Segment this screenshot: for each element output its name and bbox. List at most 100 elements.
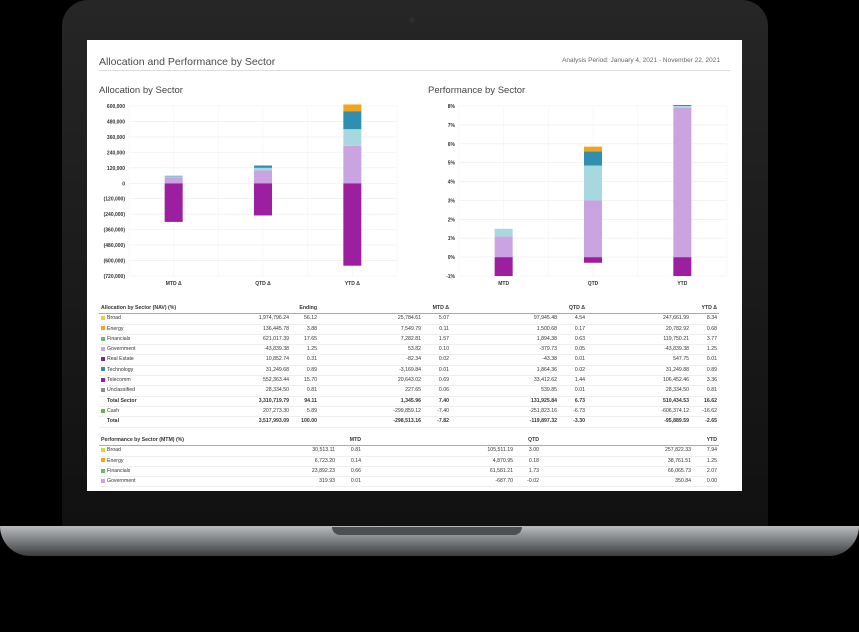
sector-name: Cash [101,407,119,416]
ytd-value: -606,374.12 [661,407,689,414]
qtd-value: 4,870.95 [492,457,513,464]
column-header: QTD [528,437,539,443]
ytd-pct: 0.81 [706,387,717,394]
qtd-pct: 0.05 [574,346,585,353]
mtd-value: -82.34 [406,356,421,363]
bar-technology-ytd [343,111,362,130]
qtd-value: -379.73 [539,346,557,353]
table-row: Telecomm 552,363.44 15.70 20,643.02 0.69 33,4… [99,376,719,387]
sector-color-swatch [101,346,105,351]
mtd-value: 227.65 [405,387,421,394]
qtd-pct: -0.02 [527,478,539,485]
mtd-pct: 0.14 [350,457,361,464]
y-tick-label: -1% [446,274,455,280]
mtd-value: -3,169.84 [399,366,421,373]
table-row: Total 3,517,993.09 100.00 -298,513.16 -7.82 -… [99,417,719,428]
x-tick-label: MTD Δ [166,281,182,287]
mtd-pct: 0.10 [438,346,449,353]
allocation-chart: 600,000 480,000 360,000 240,000 120,000 0 (120… [104,104,398,287]
sector-color-swatch [101,388,105,392]
y-tick-label: 6% [448,142,456,148]
table-row: Real Estate 10,852.74 0.31 -82.34 0.02 -43.38… [99,355,719,366]
ytd-pct: -16.62 [702,407,717,414]
ytd-value: 350.84 [675,478,691,485]
analysis-period: Analysis Period: January 4, 2021 - Novem… [562,57,720,64]
ytd-pct: 16.62 [704,397,717,404]
qtd-value: -687.70 [495,478,513,485]
table-row: Government 319.93 0.01 -687.70 -0.02 350.84 0.… [99,477,719,488]
sector-color-swatch [101,326,105,331]
bar-telecomm-ytd [343,183,362,266]
sector-color-swatch [101,468,105,473]
bar-telecomm-ytd [673,257,692,276]
qtd-pct: 4.54 [574,315,585,322]
performance-chart-title: Performance by Sector [428,85,526,96]
column-header: MTD Δ [432,305,449,311]
sector-name: Financials [101,467,130,476]
ending-value: 136,445.78 [263,325,289,332]
sector-color-swatch [101,336,105,341]
bar-government-ytd [673,107,692,258]
ytd-pct: 8.34 [706,315,717,322]
ytd-pct: 3.77 [706,335,717,342]
x-tick-label: YTD Δ [345,281,360,287]
qtd-value: 1,500.68 [536,325,557,332]
sector-name: Total Sector [107,397,137,404]
bar-technology-qtd [584,151,602,166]
y-tick-label: 0 [122,181,125,187]
mtd-pct: 0.81 [350,447,361,454]
ytd-pct: 3.36 [706,377,717,384]
qtd-pct: 0.17 [574,325,585,332]
table-row: Cash 207,273.30 5.89 -299,859.12 -7.40 -251,8… [99,407,719,418]
y-tick-label: (120,000) [104,197,126,203]
ending-pct: 5.89 [306,407,317,414]
column-header: Ending [299,305,317,311]
report-title: Allocation and Performance by Sector [99,56,276,68]
sector-name: Government [101,477,136,486]
table-row: Financials 23,892.23 0.66 61,581.21 1.73 66,0… [99,467,719,478]
ytd-value: 119,750.21 [663,335,689,342]
mtd-value: 20,643.02 [397,377,421,384]
ending-value: 1,974,796.24 [258,315,289,322]
sector-name: Energy [101,325,123,334]
report-screen: Allocation and Performance by Sector Ana… [87,40,742,491]
mtd-value: 319.93 [319,478,335,485]
ending-pct: 17.65 [304,335,317,342]
qtd-pct: 0.18 [528,457,539,464]
table-row: Technology 31,249.68 0.89 -3,169.84 0.01 1,86… [99,366,719,377]
qtd-pct: -3.30 [573,418,585,425]
qtd-value: 105,511.19 [487,447,513,454]
qtd-pct: 1.73 [528,467,539,474]
mtd-value: 7,282.81 [400,335,421,342]
y-tick-label: 8% [448,104,456,110]
qtd-value: 33,412.62 [533,377,557,384]
ytd-value: 20,782.92 [665,325,689,332]
bar-financials-mtd [494,228,513,237]
mtd-pct: 0.06 [438,387,449,394]
y-tick-label: 3% [448,198,456,204]
table-row: Broad 1,974,796.24 56.12 25,784.61 5.07 97,94… [99,314,719,325]
qtd-value: 1,864.36 [536,366,557,373]
bar-energy-qtd [584,146,602,152]
ytd-pct: 1.25 [706,457,717,464]
bar-financials-ytd [343,129,362,146]
ending-pct: 3.88 [306,325,317,332]
column-header: MTD [349,437,361,443]
mtd-pct: -7.40 [437,407,449,414]
mtd-pct: 0.66 [350,467,361,474]
y-tick-label: 600,000 [107,104,125,110]
ending-value: 621,017.39 [263,335,289,342]
bar-financials-qtd [254,167,272,171]
column-header: Allocation by Sector (NAV) (%) [101,305,177,311]
ytd-value: 38,761.51 [667,457,691,464]
ending-value: 3,310,719.79 [258,397,289,404]
ending-pct: 0.31 [306,356,317,363]
mtd-pct: 5.07 [438,315,449,322]
qtd-pct: 0.01 [574,387,585,394]
ending-pct: 15.70 [304,377,317,384]
qtd-value: -251,823.16 [529,407,557,414]
ytd-pct: 7.94 [706,447,717,454]
table-header: Performance by Sector (MTM) (%) MTD QTD YTD [99,436,719,447]
bar-energy-ytd [343,104,362,112]
mtd-value: 23,892.23 [311,467,335,474]
